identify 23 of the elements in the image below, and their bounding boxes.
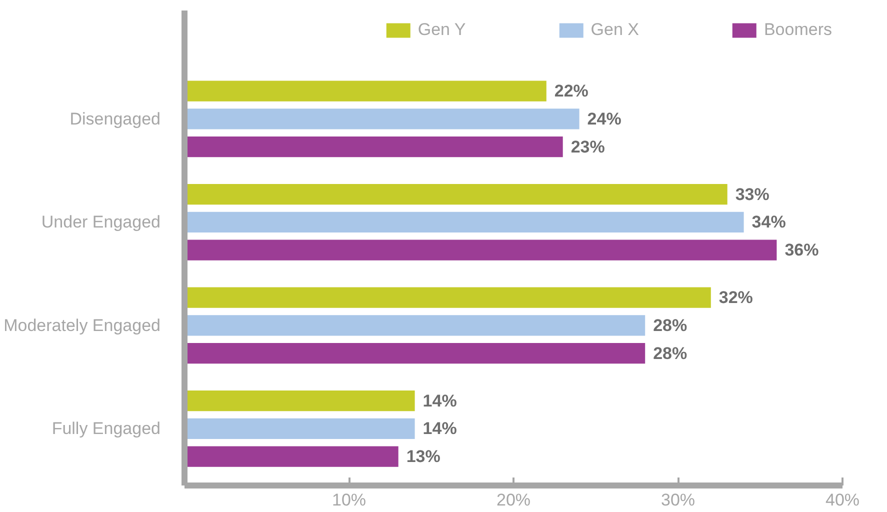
y-tick-label: Disengaged [70, 109, 161, 128]
data-label: 14% [422, 419, 457, 438]
x-tick-label: 10% [332, 490, 366, 510]
data-label: 28% [653, 344, 688, 363]
legend-label: Boomers [764, 20, 832, 40]
data-label: 24% [587, 109, 622, 128]
y-tick-label: Under Engaged [41, 212, 160, 232]
data-label: 22% [554, 82, 588, 101]
data-label: 32% [718, 288, 753, 308]
x-tick-label: 40% [825, 490, 860, 510]
data-label: 23% [570, 137, 605, 156]
data-label: 36% [784, 240, 819, 260]
legend-label: Gen Y [418, 20, 466, 40]
x-tick-label: 30% [660, 490, 696, 510]
data-label: 13% [406, 447, 440, 466]
x-tick-label: 20% [496, 490, 531, 510]
y-tick-label: Fully Engaged [52, 419, 161, 438]
data-label: 34% [752, 212, 786, 232]
data-label: 14% [422, 391, 457, 410]
data-label: 33% [735, 184, 770, 204]
data-label: 28% [653, 316, 688, 335]
y-tick-label: Moderately Engaged [4, 316, 161, 335]
legend-label: Gen X [590, 20, 639, 40]
